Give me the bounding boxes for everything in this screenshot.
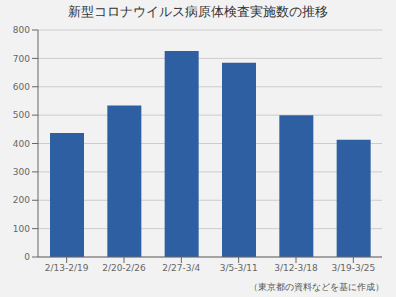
html-text:（東京都の資料などを基に作成）: （東京都の資料などを基に作成） [249,282,384,292]
svg-text:0: 0 [24,252,30,262]
svg-text:2/13-2/19: 2/13-2/19 [45,263,89,273]
svg-text:2/20-2/26: 2/20-2/26 [102,263,146,273]
svg-text:200: 200 [13,195,30,205]
svg-text:100: 100 [13,224,30,234]
svg-text:600: 600 [13,82,30,92]
svg-text:800: 800 [13,25,30,35]
html-text:新型コロナウイルス病原体検査実施数の推移: 新型コロナウイルス病原体検査実施数の推移 [68,4,328,19]
svg-text:300: 300 [13,167,30,177]
svg-text:400: 400 [13,139,30,149]
svg-text:3/12-3/18: 3/12-3/18 [274,263,318,273]
svg-text:3/5-3/11: 3/5-3/11 [220,263,258,273]
svg-text:700: 700 [13,54,30,64]
svg-text:500: 500 [13,110,30,120]
svg-text:2/27-3/4: 2/27-3/4 [162,263,200,273]
svg-text:3/19-3/25: 3/19-3/25 [331,263,375,273]
